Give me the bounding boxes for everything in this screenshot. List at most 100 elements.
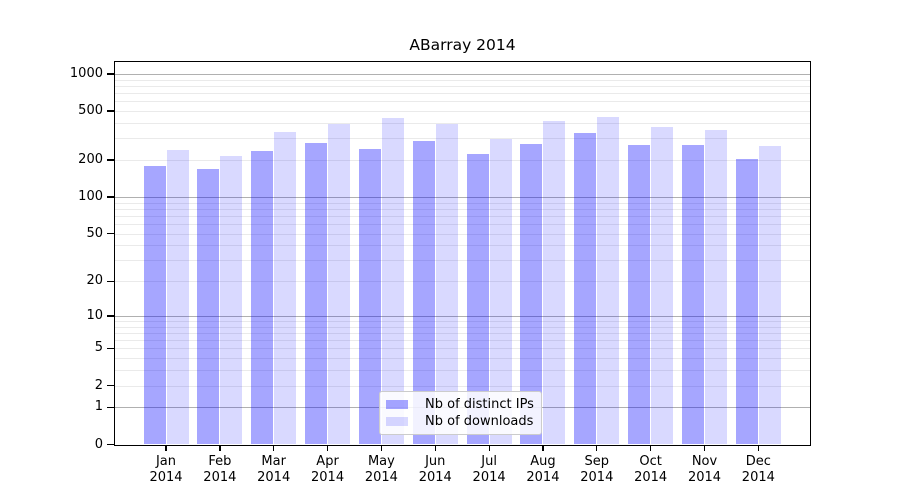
x-axis-label: Nov 2014 — [677, 454, 733, 486]
bar-downloads-jan — [166, 150, 189, 445]
x-axis-label-month: Jun — [425, 453, 446, 469]
bar-distinct-ips-jan — [143, 165, 166, 445]
legend-label-distinct-ips: Nb of distinct IPs — [425, 397, 534, 412]
x-axis-tick — [650, 444, 652, 451]
gridline — [114, 73, 811, 75]
x-axis-label-year: 2014 — [149, 469, 183, 485]
x-axis-label-year: 2014 — [418, 469, 452, 485]
y-axis-tick — [107, 443, 114, 446]
gridline — [114, 315, 811, 317]
bar-downloads-dec — [758, 146, 781, 445]
bar-distinct-ips-oct — [628, 145, 651, 445]
gridline — [114, 101, 811, 103]
y-axis-label: 10 — [86, 307, 103, 323]
gridline — [114, 138, 811, 140]
y-axis-label: 2 — [94, 377, 103, 393]
x-axis-label: Jan 2014 — [138, 454, 194, 486]
y-axis-tick — [107, 384, 114, 387]
bar-distinct-ips-may — [358, 149, 381, 445]
gridline — [114, 79, 811, 81]
gridline — [114, 123, 811, 124]
x-axis-label-year: 2014 — [526, 469, 560, 485]
x-axis-label-month: May — [367, 453, 395, 469]
bar-downloads-may — [381, 117, 404, 445]
legend-label-downloads: Nb of downloads — [425, 414, 534, 429]
x-axis-label: Sep 2014 — [569, 454, 625, 486]
x-axis-label-month: Nov — [691, 453, 718, 469]
x-axis-tick — [380, 444, 383, 451]
x-axis-tick — [273, 444, 275, 451]
gridline — [114, 332, 811, 334]
bar-distinct-ips-apr — [305, 143, 328, 445]
x-axis-label-year: 2014 — [634, 469, 668, 485]
x-axis-label: Dec 2014 — [730, 454, 786, 486]
gridline — [114, 281, 811, 283]
gridline — [114, 233, 811, 235]
gridline — [114, 260, 811, 262]
legend: Nb of distinct IPs Nb of downloads — [379, 391, 542, 435]
gridline — [114, 160, 811, 162]
bar-downloads-nov — [705, 130, 727, 445]
bar-distinct-ips-dec — [735, 158, 758, 445]
bar-distinct-ips-jun — [412, 141, 435, 445]
legend-swatch-distinct-ips — [386, 399, 408, 410]
gridline — [114, 326, 811, 328]
gridline — [114, 348, 811, 350]
x-axis-label: Feb 2014 — [192, 454, 248, 486]
x-axis-label-month: Mar — [261, 453, 286, 469]
x-axis-label: Jun 2014 — [407, 454, 463, 486]
gridline — [114, 93, 811, 95]
bar-downloads-feb — [220, 155, 243, 445]
legend-swatch-downloads — [386, 416, 408, 427]
gridline — [114, 202, 811, 204]
y-axis-tick — [107, 196, 114, 198]
x-axis-label-month: Dec — [745, 453, 771, 469]
x-axis-label-year: 2014 — [203, 469, 237, 485]
gridline — [114, 215, 811, 217]
x-axis-tick — [165, 444, 167, 451]
y-axis-label: 1000 — [69, 65, 103, 81]
gridline — [114, 224, 811, 225]
legend-item-downloads: Nb of downloads — [386, 414, 541, 429]
x-axis-label-year: 2014 — [311, 469, 345, 485]
bar-distinct-ips-aug — [520, 144, 543, 445]
plot-area — [114, 61, 811, 446]
x-axis-tick — [434, 444, 436, 451]
x-axis-tick — [219, 444, 221, 451]
y-axis-tick — [107, 73, 114, 75]
y-axis-tick — [107, 159, 114, 161]
y-axis-label: 100 — [78, 188, 103, 204]
bar-distinct-ips-jul — [466, 153, 489, 445]
y-axis-label: 50 — [86, 225, 103, 241]
x-axis-label-year: 2014 — [472, 469, 506, 485]
bar-distinct-ips-mar — [251, 151, 274, 445]
x-axis-label-month: Jan — [155, 453, 177, 469]
y-axis-label: 200 — [78, 152, 103, 168]
gridline — [114, 111, 811, 113]
x-axis-tick — [326, 444, 329, 451]
bar-downloads-mar — [274, 131, 297, 445]
x-axis-label: May 2014 — [353, 454, 409, 486]
gridline — [114, 358, 811, 360]
y-axis-tick — [107, 315, 114, 317]
x-axis-label-month: Aug — [530, 453, 556, 469]
x-axis-label-year: 2014 — [580, 469, 614, 485]
gridline — [114, 208, 811, 210]
gridline — [114, 385, 811, 387]
x-axis-label-year: 2014 — [687, 469, 722, 485]
y-axis-label: 20 — [86, 273, 103, 289]
x-axis-tick — [488, 444, 490, 451]
bar-downloads-jun — [435, 124, 458, 445]
bar-downloads-aug — [543, 121, 566, 445]
y-axis-label: 1 — [94, 399, 103, 415]
x-axis-label-month: Jul — [481, 453, 497, 469]
x-axis-label-year: 2014 — [741, 469, 775, 485]
gridline — [114, 370, 811, 372]
gridline — [114, 321, 811, 322]
bar-downloads-apr — [328, 124, 351, 445]
y-axis-label: 0 — [94, 436, 103, 452]
x-axis-label-year: 2014 — [257, 469, 291, 485]
x-axis-label-year: 2014 — [364, 469, 398, 485]
y-axis-label: 5 — [94, 340, 103, 356]
